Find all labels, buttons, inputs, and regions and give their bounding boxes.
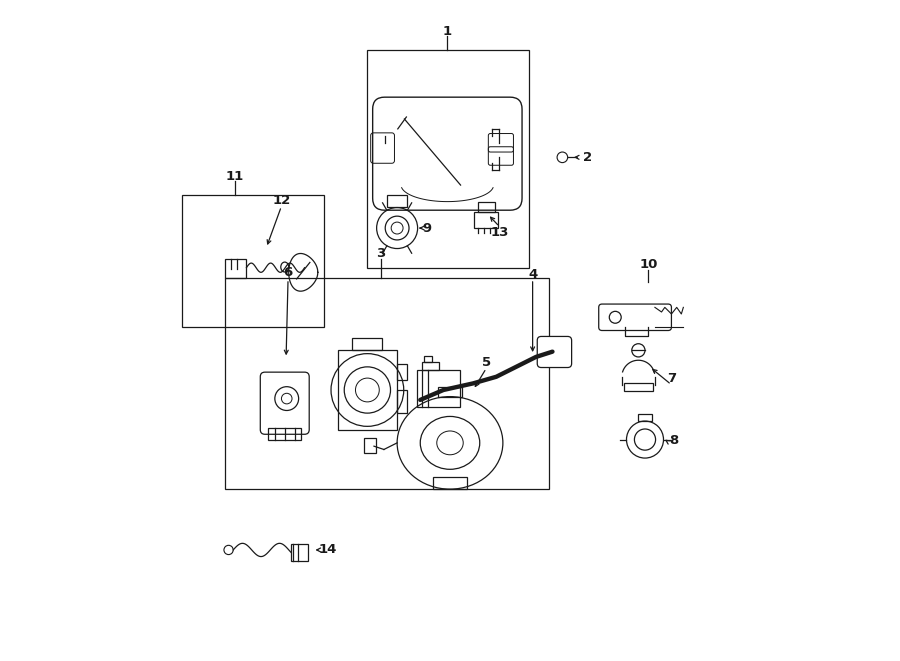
Text: 2: 2 [583, 151, 592, 164]
Bar [225, 259, 247, 278]
Text: 14: 14 [319, 543, 337, 557]
Text: 13: 13 [491, 226, 508, 239]
Text: 10: 10 [639, 258, 658, 271]
Bar [417, 370, 460, 407]
Bar [367, 50, 529, 268]
Bar [268, 428, 302, 440]
Text: 3: 3 [376, 247, 385, 260]
Text: 11: 11 [226, 170, 244, 183]
Bar [338, 350, 397, 430]
Text: 9: 9 [422, 221, 431, 235]
Text: 4: 4 [528, 268, 537, 281]
Bar [638, 414, 652, 421]
Bar [474, 212, 499, 228]
Bar [438, 387, 462, 397]
Bar [422, 362, 439, 370]
FancyBboxPatch shape [537, 336, 572, 368]
Text: 12: 12 [273, 194, 291, 208]
Bar [397, 390, 407, 413]
Bar [364, 438, 376, 453]
Bar [387, 195, 407, 207]
Bar [434, 477, 466, 489]
Bar [424, 356, 432, 362]
Text: 8: 8 [669, 434, 678, 447]
Text: 5: 5 [482, 356, 490, 369]
Bar [183, 195, 324, 327]
Text: 1: 1 [442, 24, 451, 38]
Bar [478, 202, 495, 212]
Bar [291, 544, 308, 561]
Bar [352, 338, 382, 350]
Bar [624, 383, 652, 391]
Bar [397, 364, 407, 380]
Text: 6: 6 [284, 266, 292, 280]
Text: 7: 7 [667, 372, 676, 385]
Bar [225, 278, 549, 489]
